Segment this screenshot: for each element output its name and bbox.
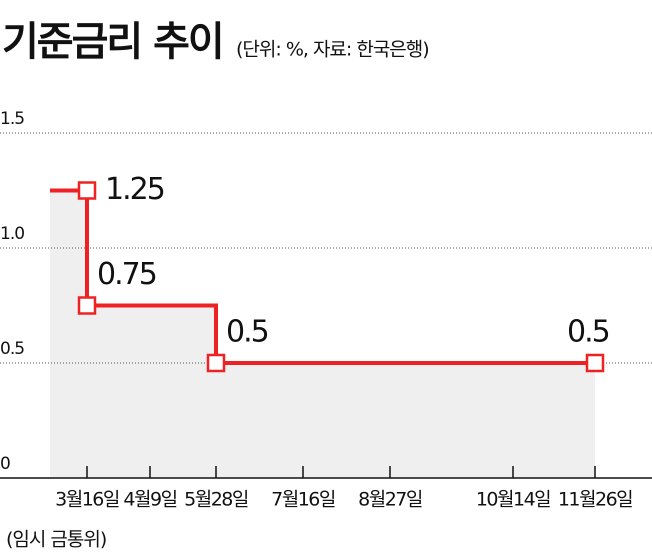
marker [77, 181, 97, 200]
y-tick-label: 1.5 [0, 109, 24, 129]
data-label: 0.5 [226, 315, 268, 350]
marker [585, 353, 605, 373]
annotation: (임시 금통위) [6, 529, 106, 551]
step-line [50, 188, 595, 365]
x-tick-label: 7월16일 [271, 489, 335, 511]
x-tick-label: 4월9일 [123, 489, 176, 511]
marker [77, 296, 97, 315]
data-label: 0.75 [97, 257, 156, 292]
x-tick-label: 3월16일 [55, 489, 119, 511]
x-tick-label: 10월14일 [476, 489, 550, 511]
data-label: 0.5 [567, 315, 609, 350]
data-label: 1.25 [105, 172, 164, 207]
x-tick-label: 5월28일 [184, 489, 248, 511]
y-tick-label: 1.0 [0, 224, 24, 244]
marker [206, 353, 226, 373]
y-tick-label: 0.5 [0, 339, 24, 359]
x-tick-label: 11월26일 [558, 489, 632, 511]
y-tick-label: 0 [0, 454, 10, 474]
chart-subtitle: (단위: %, 자료: 한국은행) [236, 39, 429, 61]
area [50, 190, 595, 478]
x-tick-label: 8월27일 [358, 489, 422, 511]
chart-title: 기준금리 추이 [2, 19, 223, 65]
